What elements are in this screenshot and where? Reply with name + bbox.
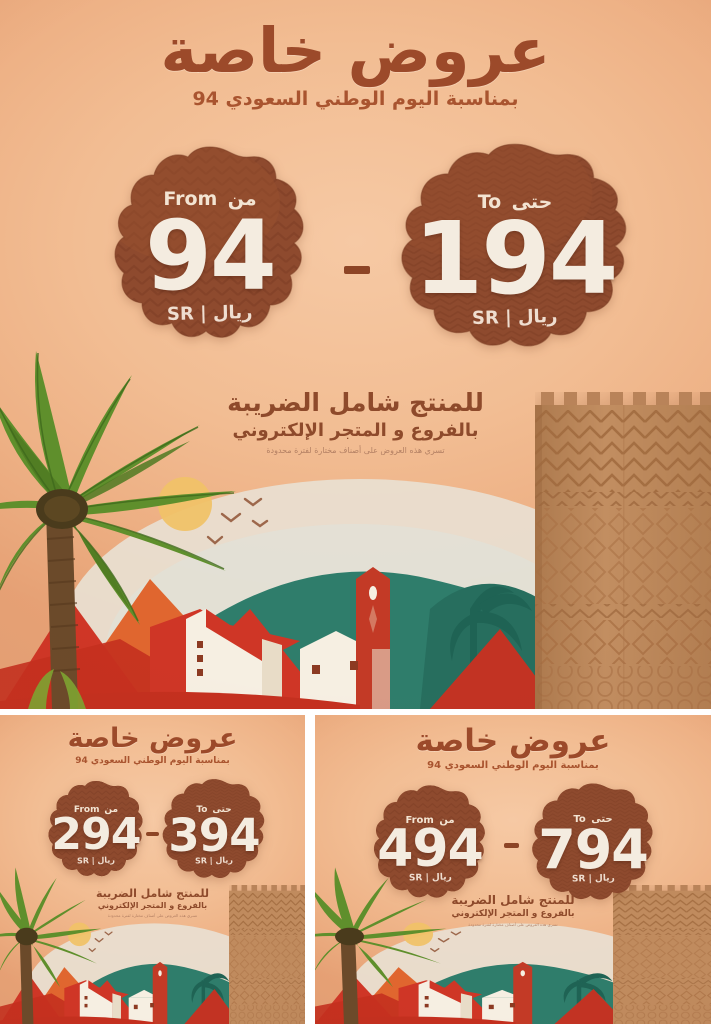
- najdi-buildings: [150, 567, 390, 709]
- label-to-en: To: [196, 804, 208, 815]
- sadu-wall: [229, 885, 305, 1024]
- scallop-shape: [160, 777, 268, 881]
- page-title: عروض خاصة: [67, 723, 238, 754]
- price-badge-from[interactable]: من From 294 ريال | SR: [46, 779, 146, 879]
- bird-flock-icon: [430, 931, 462, 953]
- scallop-shape: [110, 143, 310, 343]
- wall-crenellations: [541, 392, 711, 406]
- date-palm-tree: [315, 867, 447, 1024]
- label-from-ar: من: [227, 188, 257, 211]
- currency-from: ريال | SR: [167, 301, 253, 325]
- label-to-en: To: [573, 813, 586, 825]
- price-badge-to[interactable]: حتى To 194 ريال | SR: [396, 140, 634, 352]
- poster-vignette: [0, 715, 305, 1024]
- sadu-wall: [613, 885, 711, 1024]
- scenery-illustration: [315, 849, 711, 1024]
- price-badge-from[interactable]: من From 494 ريال | SR: [371, 783, 489, 901]
- page-subtitle: بمناسبة اليوم الوطني السعودي 94: [192, 88, 519, 110]
- note-disclaimer: تسري هذه العروض على أصناف مختارة لفترة م…: [107, 913, 198, 918]
- note-branches-store: بالفروع و المتجر الإلكتروني: [232, 420, 479, 441]
- note-disclaimer: تسري هذه العروض على أصناف مختارة لفترة م…: [266, 446, 445, 455]
- date-palm-tree: [0, 867, 102, 1024]
- label-to-ar: حتى: [591, 813, 613, 825]
- price-from-value: 94: [145, 200, 277, 313]
- main-poster: عروض خاصة بمناسبة اليوم الوطني السعودي 9…: [0, 0, 711, 709]
- label-to-en: To: [477, 190, 502, 213]
- note-tax-included: للمنتج شامل الضريبة: [227, 388, 484, 417]
- red-mountain-right: [430, 629, 560, 709]
- sun-icon: [403, 922, 434, 947]
- scallop-shape: [529, 781, 657, 903]
- range-dash: [344, 266, 370, 274]
- page-title: عروض خاصة: [415, 723, 611, 759]
- page-subtitle: بمناسبة اليوم الوطني السعودي 94: [75, 756, 230, 766]
- scallop-shape: [396, 140, 634, 352]
- thumbnail-poster-left[interactable]: عروض خاصة بمناسبة اليوم الوطني السعودي 9…: [0, 715, 305, 1024]
- bird-flock-icon: [88, 931, 113, 953]
- price-to-value: 794: [538, 817, 649, 881]
- label-from-en: From: [163, 188, 218, 211]
- note-tax-included: للمنتج شامل الضريبة: [451, 893, 575, 907]
- currency-to: ريال | SR: [571, 873, 615, 885]
- range-dash: [504, 843, 519, 848]
- label-from-en: From: [73, 805, 100, 816]
- label-from-ar: من: [104, 805, 119, 816]
- page-subtitle: بمناسبة اليوم الوطني السعودي 94: [427, 760, 599, 771]
- price-badge-from[interactable]: من From 94 ريال | SR: [110, 143, 310, 343]
- scenery-illustration: [0, 849, 305, 1024]
- price-from-value: 494: [377, 818, 483, 879]
- najdi-buildings: [398, 961, 533, 1024]
- label-to-ar: حتى: [212, 804, 232, 815]
- currency-from: ريال | SR: [408, 872, 452, 884]
- scallop-shape: [371, 783, 489, 901]
- thumbnail-poster-right[interactable]: عروض خاصة بمناسبة اليوم الوطني السعودي 9…: [315, 715, 711, 1024]
- label-from-ar: من: [439, 814, 455, 826]
- price-badge-to[interactable]: حتى To 394 ريال | SR: [160, 777, 268, 881]
- panel-gap-horizontal: [0, 709, 711, 715]
- sadu-wall: [535, 392, 711, 709]
- note-branches-store: بالفروع و المتجر الإلكتروني: [97, 901, 208, 910]
- note-branches-store: بالفروع و المتجر الإلكتروني: [451, 909, 575, 919]
- panel-gap-vertical: [305, 715, 315, 1024]
- poster-vignette: [0, 0, 711, 709]
- najdi-buildings: [64, 961, 168, 1024]
- sun-icon: [158, 477, 212, 531]
- page-title: عروض خاصة: [160, 14, 551, 87]
- range-dash: [146, 832, 159, 836]
- scallop-shape: [46, 779, 146, 879]
- note-disclaimer: تسري هذه العروض على أصناف مختارة لفترة م…: [468, 922, 558, 927]
- currency-to: ريال | SR: [194, 855, 234, 866]
- label-to-ar: حتى: [511, 190, 553, 213]
- currency-from: ريال | SR: [76, 855, 116, 866]
- price-to-value: 394: [168, 808, 260, 862]
- note-tax-included: للمنتج شامل الضريبة: [95, 887, 209, 900]
- bird-flock-icon: [206, 497, 269, 545]
- currency-to: ريال | SR: [472, 305, 558, 329]
- sun-icon: [67, 922, 91, 947]
- label-from-en: From: [405, 814, 434, 826]
- price-badge-to[interactable]: حتى To 794 ريال | SR: [529, 781, 657, 903]
- scenery-illustration: [0, 309, 711, 709]
- date-palm-tree: [0, 351, 236, 709]
- palm-silhouette: [450, 586, 532, 709]
- price-to-value: 194: [413, 199, 619, 317]
- price-from-value: 294: [51, 809, 141, 861]
